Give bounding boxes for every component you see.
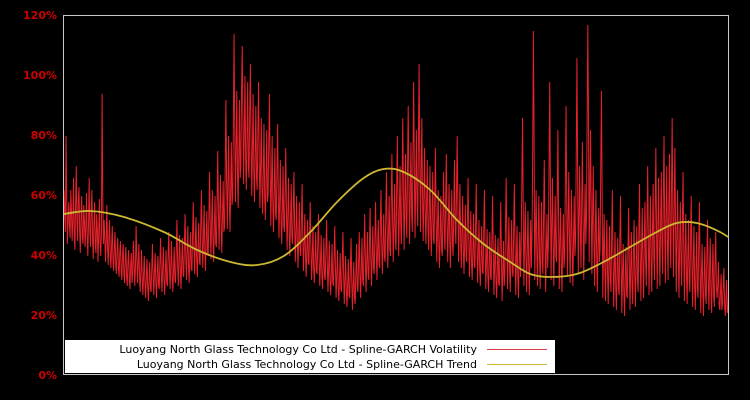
legend-entry-volatility: Luoyang North Glass Technology Co Ltd - … <box>65 342 555 357</box>
y-tick-label-0: 0% <box>38 369 57 382</box>
trend-line <box>64 167 728 278</box>
legend-label-volatility: Luoyang North Glass Technology Co Ltd - … <box>119 342 477 356</box>
y-axis-tick-labels: 120% 100% 80% 60% 40% 20% 0% <box>0 0 57 400</box>
y-tick-label-100: 100% <box>23 69 57 82</box>
volatility-series <box>64 24 728 317</box>
y-tick-label-20: 20% <box>30 309 57 322</box>
chart-legend: Luoyang North Glass Technology Co Ltd - … <box>65 340 555 373</box>
legend-entry-trend: Luoyang North Glass Technology Co Ltd - … <box>65 357 555 372</box>
chart-canvas <box>64 24 728 317</box>
legend-label-trend: Luoyang North Glass Technology Co Ltd - … <box>136 357 477 371</box>
trend-series <box>64 167 728 278</box>
y-tick-label-80: 80% <box>30 129 57 142</box>
y-tick-label-40: 40% <box>30 249 57 262</box>
y-tick-label-120: 120% <box>23 9 57 22</box>
legend-swatch-volatility <box>487 348 547 350</box>
volatility-line <box>64 24 728 317</box>
plot-area <box>63 15 729 375</box>
y-tick-label-60: 60% <box>30 189 57 202</box>
legend-swatch-trend <box>487 363 547 365</box>
